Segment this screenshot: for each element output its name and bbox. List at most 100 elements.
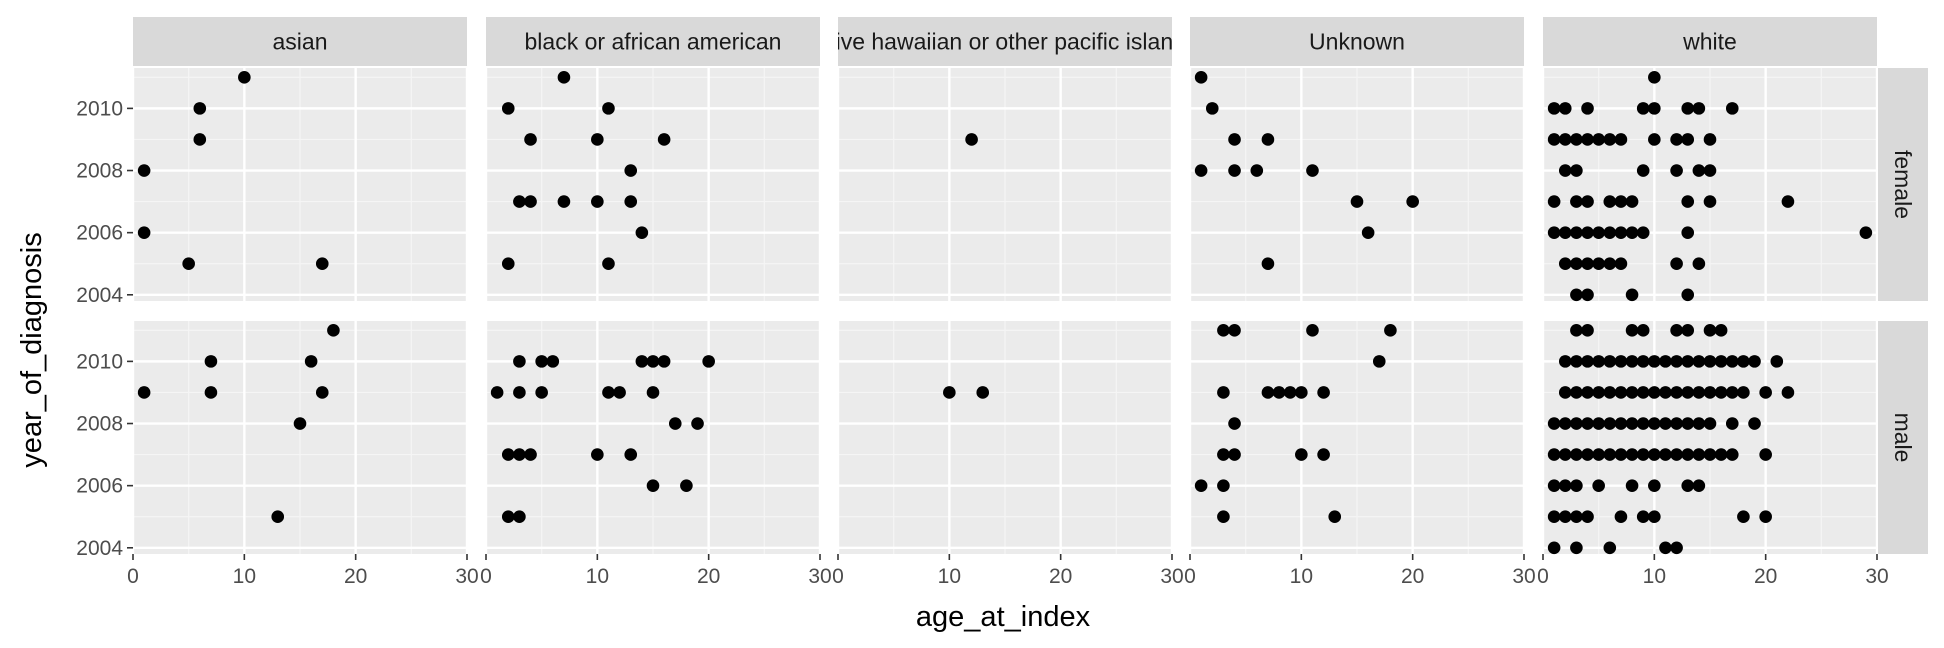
data-point bbox=[1648, 448, 1661, 461]
data-point bbox=[1636, 417, 1650, 430]
data-point bbox=[137, 164, 151, 177]
data-point bbox=[943, 386, 956, 399]
x-tick-label: 30 bbox=[1512, 565, 1535, 588]
data-point bbox=[1194, 479, 1208, 492]
panel bbox=[838, 321, 1172, 554]
data-point bbox=[1603, 195, 1617, 208]
x-tick-label: 0 bbox=[1537, 565, 1549, 588]
x-tick-label: 20 bbox=[344, 565, 367, 588]
x-tick-label: 0 bbox=[1184, 565, 1196, 588]
row-strip bbox=[1878, 321, 1928, 554]
data-point bbox=[1659, 448, 1672, 461]
data-point bbox=[1558, 510, 1572, 524]
data-point bbox=[1648, 355, 1661, 368]
data-point bbox=[1570, 541, 1583, 555]
data-point bbox=[1592, 226, 1605, 239]
data-point bbox=[646, 479, 660, 492]
data-point bbox=[501, 257, 515, 271]
data-point bbox=[513, 510, 526, 524]
data-point bbox=[1570, 510, 1583, 524]
data-point bbox=[271, 510, 285, 524]
panel bbox=[838, 68, 1172, 301]
data-point bbox=[624, 164, 638, 177]
data-point bbox=[1859, 226, 1873, 239]
row-strip-label: female bbox=[1890, 150, 1916, 219]
y-tick-label: 2008 bbox=[76, 413, 123, 436]
data-point bbox=[524, 448, 537, 461]
data-point bbox=[1361, 226, 1375, 239]
data-point bbox=[1328, 510, 1342, 524]
data-point bbox=[1748, 417, 1761, 430]
data-point bbox=[1670, 448, 1683, 461]
data-point bbox=[1558, 164, 1572, 177]
data-point bbox=[193, 102, 207, 115]
data-point bbox=[524, 195, 537, 208]
data-point bbox=[624, 448, 638, 461]
data-point bbox=[1714, 355, 1728, 368]
data-point bbox=[1625, 386, 1639, 399]
data-point bbox=[1261, 257, 1275, 271]
data-point bbox=[1570, 355, 1583, 368]
data-point bbox=[602, 257, 615, 271]
column-strip bbox=[838, 17, 1172, 66]
data-point bbox=[1384, 324, 1397, 337]
y-axis-title: year_of_diagnosis bbox=[16, 232, 48, 467]
data-point bbox=[1228, 164, 1241, 177]
data-point bbox=[490, 386, 504, 399]
data-point bbox=[1692, 479, 1706, 492]
data-point bbox=[1570, 195, 1583, 208]
data-point bbox=[1558, 102, 1572, 115]
data-point bbox=[646, 355, 660, 368]
x-tick-label: 20 bbox=[697, 565, 720, 588]
data-point bbox=[1603, 386, 1617, 399]
data-point bbox=[1636, 164, 1650, 177]
data-point bbox=[182, 257, 195, 271]
data-point bbox=[513, 448, 526, 461]
data-point bbox=[1614, 386, 1628, 399]
x-tick-label: 0 bbox=[480, 565, 492, 588]
data-point bbox=[1703, 386, 1717, 399]
panels-layer bbox=[133, 68, 1877, 555]
data-point bbox=[1681, 288, 1695, 302]
x-tick-label: 0 bbox=[832, 565, 844, 588]
data-point bbox=[1194, 164, 1208, 177]
data-point bbox=[1714, 324, 1728, 337]
data-point bbox=[1581, 324, 1594, 337]
axes-layer: asian black or african american native haw… bbox=[76, 17, 1928, 588]
data-point bbox=[702, 355, 715, 368]
data-point bbox=[1703, 448, 1717, 461]
y-tick-label: 2004 bbox=[76, 284, 123, 307]
data-point bbox=[137, 226, 151, 239]
data-point bbox=[1317, 448, 1330, 461]
data-point bbox=[1781, 195, 1795, 208]
data-point bbox=[1217, 324, 1230, 337]
data-point bbox=[1636, 448, 1650, 461]
column-strip bbox=[1190, 17, 1524, 66]
x-tick-label: 10 bbox=[233, 565, 256, 588]
data-point bbox=[1217, 448, 1230, 461]
x-tick-label: 10 bbox=[938, 565, 961, 588]
data-point bbox=[657, 133, 671, 146]
data-point bbox=[1581, 195, 1594, 208]
data-point bbox=[1558, 257, 1572, 271]
data-point bbox=[1625, 448, 1639, 461]
data-point bbox=[1217, 479, 1230, 492]
data-point bbox=[1692, 417, 1706, 430]
data-point bbox=[1592, 355, 1605, 368]
data-point bbox=[1692, 102, 1706, 115]
data-point bbox=[646, 386, 660, 399]
panel bbox=[1190, 321, 1524, 554]
data-point bbox=[501, 510, 515, 524]
data-point bbox=[1625, 226, 1639, 239]
x-tick-label: 10 bbox=[586, 565, 609, 588]
data-point bbox=[1317, 386, 1330, 399]
data-point bbox=[1570, 386, 1583, 399]
data-point bbox=[1581, 355, 1594, 368]
data-point bbox=[1603, 355, 1617, 368]
data-point bbox=[1547, 417, 1561, 430]
data-point bbox=[591, 448, 604, 461]
data-point bbox=[1648, 479, 1661, 492]
data-point bbox=[1614, 448, 1628, 461]
data-point bbox=[1570, 448, 1583, 461]
data-point bbox=[1592, 257, 1605, 271]
